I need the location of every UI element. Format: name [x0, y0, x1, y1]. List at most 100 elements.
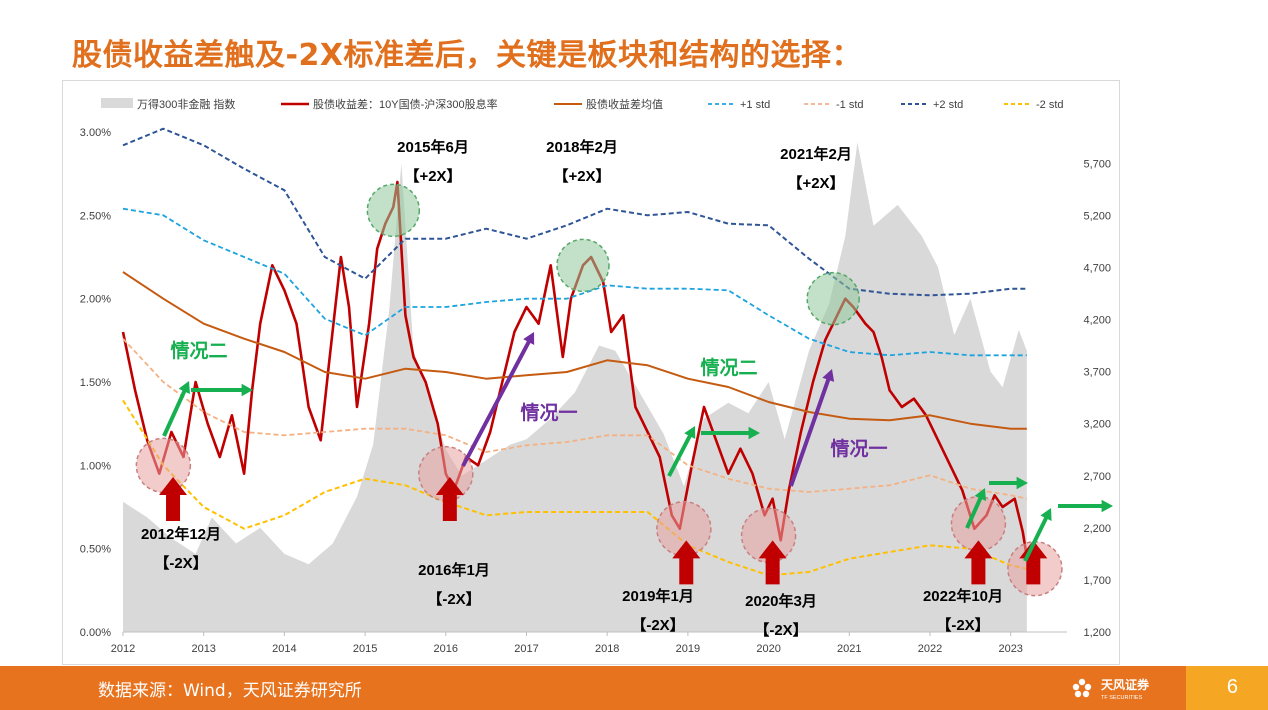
y-right-tick-label: 2,200: [1083, 523, 1111, 535]
y-left-tick-label: 2.50%: [80, 210, 111, 222]
flower-icon: [1072, 678, 1092, 698]
purple-arrow: [461, 340, 531, 467]
x-tick-label: 2014: [272, 643, 296, 655]
annotation-tag: 【-2X】: [754, 621, 807, 639]
y-right-tick-label: 5,200: [1083, 210, 1111, 222]
green-arrow: [1023, 516, 1049, 562]
y-left-tick-label: 1.00%: [80, 460, 111, 472]
red-up-arrow: [758, 540, 787, 585]
annotation-date: 2018年2月: [546, 138, 618, 156]
x-tick-label: 2021: [837, 643, 861, 655]
highlight-circle-green: [806, 271, 860, 326]
x-tick-label: 2012: [111, 643, 135, 655]
scenario-label: 情况二: [170, 339, 227, 362]
annotation-date: 2019年1月: [622, 587, 694, 605]
purple-arrow: [789, 378, 831, 487]
annotations: 2015年6月【+2X】 2018年2月【+2X】 2021年2月【+2X】 2012…: [135, 138, 1113, 639]
y-right-tick-label: 2,700: [1083, 471, 1111, 483]
legend-entry: 股债收益差：10Y国债-沪深300股息率: [313, 97, 498, 111]
x-tick-label: 2013: [191, 643, 215, 655]
annotation-date: 2021年2月: [780, 145, 852, 163]
legend-entry: 股债收益差均值: [586, 97, 663, 111]
annotation-date: 2022年10月: [923, 587, 1003, 605]
annotation-date: 2012年12月: [141, 525, 221, 543]
red-up-arrow: [672, 540, 701, 585]
tf-securities-logo: 天风证券 TF SECURITIES: [1068, 674, 1178, 704]
highlight-circle-red: [135, 437, 192, 494]
green-arrow-head: [1040, 508, 1052, 521]
series-line-4: [122, 338, 1027, 500]
annotation-tag: 【+2X】: [404, 167, 461, 185]
page-title: 股债收益差触及-2X标准差后，关键是板块和结构的选择：: [72, 38, 862, 73]
legend-entry: -2 std: [1036, 99, 1064, 111]
red-up-arrow: [964, 540, 993, 585]
annotation-tag: 【-2X】: [936, 616, 989, 634]
highlight-circle-green: [556, 238, 610, 293]
series-line-3: [122, 207, 1027, 357]
y-left-tick-label: 2.00%: [80, 294, 111, 306]
x-tick-label: 2023: [998, 643, 1022, 655]
legend-swatch: [101, 98, 133, 108]
y-left-tick-label: 0.00%: [80, 627, 111, 639]
y-left-tick-label: 1.50%: [80, 377, 111, 389]
series-area-index: [123, 142, 1027, 632]
x-tick-label: 2020: [756, 643, 780, 655]
series-layer: [121, 127, 1029, 632]
y-left-tick-label: 3.00%: [80, 127, 111, 139]
logo-subtext: TF SECURITIES: [1101, 695, 1143, 701]
legend-entry: 万得300非金融 指数: [137, 97, 235, 111]
annotation-date: 2015年6月: [397, 138, 469, 156]
green-arrow-head: [748, 426, 760, 440]
series-line-5: [122, 127, 1027, 297]
series-line-2: [122, 271, 1027, 430]
page-number: 6: [1226, 676, 1238, 698]
scenario-label: 情况一: [520, 401, 577, 424]
axes: 0.00% 0.50% 1.00% 1.50% 2.00% 2.50% 3.00% 1,200…: [80, 127, 1111, 655]
green-arrow: [162, 389, 187, 437]
legend-entry: +1 std: [740, 99, 770, 111]
y-right-tick-label: 3,200: [1083, 419, 1111, 431]
scenario-label: 情况一: [830, 437, 887, 460]
chart-legend: 万得300非金融 指数 股债收益差：10Y国债-沪深300股息率 股债收益差均值 +1…: [101, 97, 1064, 111]
x-tick-label: 2016: [434, 643, 458, 655]
legend-entry: -1 std: [836, 99, 864, 111]
scenario-label: 情况二: [700, 356, 757, 379]
page-number-box: 6: [1186, 666, 1268, 710]
y-right-tick-label: 1,200: [1083, 627, 1111, 639]
series-line-6: [122, 399, 1028, 577]
x-tick-label: 2017: [514, 643, 538, 655]
annotation-date: 2020年3月: [745, 592, 817, 610]
y-right-tick-label: 5,700: [1083, 158, 1111, 170]
annotation-tag: 【+2X】: [787, 174, 844, 192]
annotation-tag: 【-2X】: [154, 554, 207, 572]
chart-svg: 万得300非金融 指数 股债收益差：10Y国债-沪深300股息率 股债收益差均值 +1…: [80, 97, 1113, 655]
green-arrow: [965, 496, 983, 529]
annotation-tag: 【+2X】: [553, 167, 610, 185]
y-right-tick-label: 4,200: [1083, 315, 1111, 327]
logo-text: 天风证券: [1101, 677, 1150, 692]
y-right-tick-label: 1,700: [1083, 575, 1111, 587]
green-arrow-head: [178, 381, 190, 394]
y-right-tick-label: 3,700: [1083, 367, 1111, 379]
x-tick-label: 2015: [353, 643, 377, 655]
green-arrow-head: [1101, 499, 1113, 513]
annotation-tag: 【-2X】: [631, 616, 684, 634]
red-up-arrow: [1019, 540, 1048, 585]
x-tick-label: 2018: [595, 643, 619, 655]
green-arrow-head: [241, 383, 253, 397]
green-arrow-head: [684, 426, 696, 439]
annotation-tag: 【-2X】: [427, 590, 480, 608]
x-tick-label: 2022: [918, 643, 942, 655]
purple-arrow-head: [523, 332, 535, 345]
footer-bar: 数据来源：Wind，天风证券研究所 天风证券 TF SECURITIES: [0, 666, 1268, 710]
data-source: 数据来源：Wind，天风证券研究所: [98, 681, 362, 701]
green-arrow-head: [974, 488, 987, 501]
purple-arrow-head: [822, 369, 835, 382]
y-right-tick-label: 4,700: [1083, 262, 1111, 274]
highlight-circle-green: [366, 183, 421, 238]
chart-frame: 万得300非金融 指数 股债收益差：10Y国债-沪深300股息率 股债收益差均值 +1…: [62, 80, 1120, 665]
y-left-tick-label: 0.50%: [80, 544, 111, 556]
legend-entry: +2 std: [933, 99, 963, 111]
x-tick-label: 2019: [676, 643, 700, 655]
green-arrow: [667, 434, 692, 477]
